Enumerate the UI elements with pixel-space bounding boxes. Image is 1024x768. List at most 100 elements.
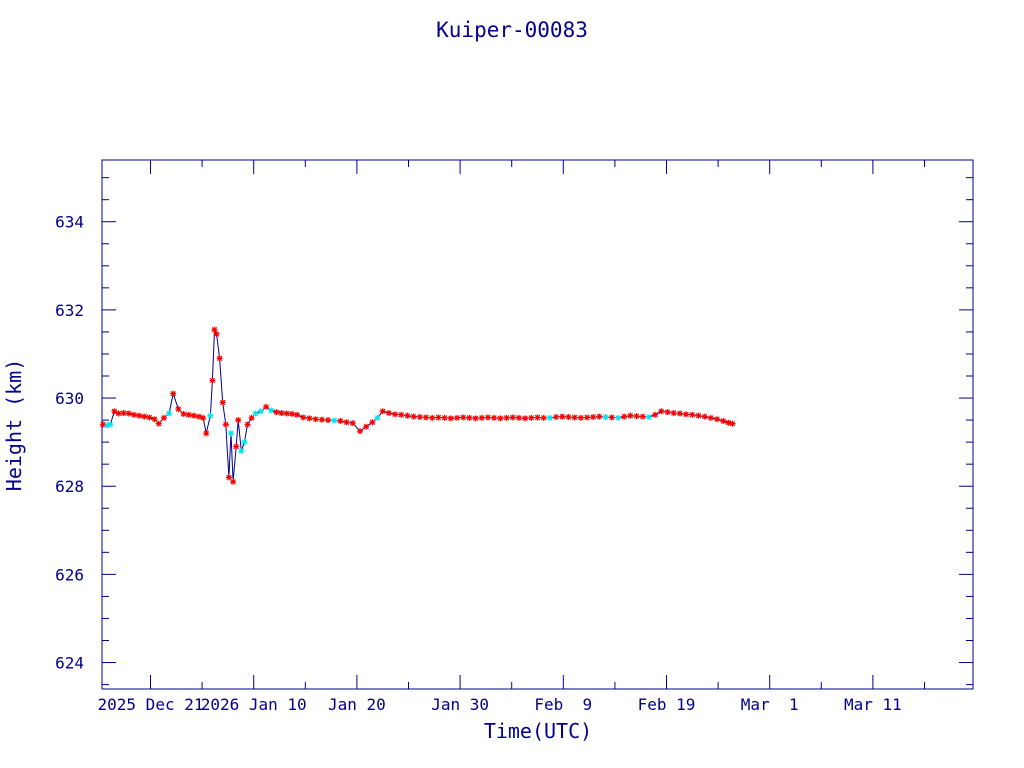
y-tick-label: 634: [55, 213, 84, 232]
data-point: [497, 415, 504, 422]
y-tick-label: 632: [55, 301, 84, 320]
data-point: [312, 416, 319, 423]
y-tick-label: 624: [55, 654, 84, 673]
data-point: [120, 410, 127, 417]
x-axis-label: Time(UTC): [484, 719, 592, 743]
data-point: [447, 415, 454, 422]
data-point: [652, 411, 659, 418]
data-point: [429, 414, 436, 421]
y-tick-label: 630: [55, 389, 84, 408]
data-point: [435, 414, 442, 421]
data-point: [207, 412, 214, 419]
data-point: [522, 415, 529, 422]
x-tick-label: Jan 30: [431, 695, 489, 714]
x-tick-label: 2025 Dec 21: [98, 695, 204, 714]
y-tick-label: 626: [55, 565, 84, 584]
data-point: [238, 447, 245, 454]
data-point: [714, 416, 721, 423]
data-point: [602, 414, 609, 421]
minor-ticks: [102, 160, 973, 689]
plot-frame: [101, 159, 974, 690]
data-point: [252, 410, 259, 417]
data-point: [689, 411, 696, 418]
x-tick-label: Mar 11: [844, 695, 902, 714]
data-point: [454, 414, 461, 421]
data-point: [701, 413, 708, 420]
data-point: [125, 410, 132, 417]
data-point: [565, 414, 572, 421]
x-tick-label: Mar 1: [741, 695, 799, 714]
data-point: [664, 409, 671, 416]
data-point: [306, 415, 313, 422]
data-point: [484, 414, 491, 421]
data-point: [136, 412, 143, 419]
data-point: [180, 410, 187, 417]
chart-title: Kuiper-00083: [436, 18, 588, 42]
data-point: [379, 408, 386, 415]
data-point: [491, 414, 498, 421]
y-axis-label: Height (km): [2, 359, 26, 491]
data-point: [441, 414, 448, 421]
data-point: [356, 428, 363, 435]
data-point: [503, 414, 510, 421]
data-point: [225, 474, 232, 481]
data-point: [190, 412, 197, 419]
data-point: [107, 421, 114, 428]
data-point: [278, 410, 285, 417]
data-point: [230, 478, 237, 485]
data-point: [645, 414, 652, 421]
data-point: [559, 413, 566, 420]
data-point: [509, 414, 516, 421]
data-point: [349, 420, 356, 427]
major-ticks: [102, 160, 973, 689]
data-point: [300, 414, 307, 421]
data-point: [460, 414, 467, 421]
data-point: [577, 414, 584, 421]
data-point: [213, 331, 220, 338]
y-tick-labels: 624 626 628 630 632 634: [55, 213, 84, 673]
data-point: [472, 415, 479, 422]
data-point: [196, 413, 203, 420]
data-point: [288, 410, 295, 417]
data-point: [614, 414, 621, 421]
data-point: [151, 416, 158, 423]
data-markers: [100, 326, 736, 485]
data-point: [478, 414, 485, 421]
data-point: [571, 414, 578, 421]
data-point: [241, 439, 248, 446]
data-point: [209, 377, 216, 384]
data-point: [325, 417, 332, 424]
data-point: [263, 403, 270, 410]
data-point: [273, 409, 280, 416]
data-point: [676, 410, 683, 417]
data-point: [466, 414, 473, 421]
data-point: [369, 419, 376, 426]
data-point: [155, 420, 162, 427]
data-point: [398, 411, 405, 418]
data-point: [540, 414, 547, 421]
data-point: [203, 430, 210, 437]
data-point: [584, 414, 591, 421]
data-point: [385, 410, 392, 417]
data-point: [160, 414, 167, 421]
data-point: [596, 413, 603, 420]
data-point: [111, 408, 118, 415]
data-point: [695, 412, 702, 419]
data-point: [233, 443, 240, 450]
data-point: [670, 410, 677, 417]
data-point: [170, 390, 177, 397]
data-point: [175, 406, 182, 413]
data-point: [337, 417, 344, 424]
data-point: [104, 422, 111, 429]
data-point: [590, 414, 597, 421]
data-point: [146, 414, 153, 421]
x-tick-label: Jan 20: [328, 695, 386, 714]
data-point: [404, 412, 411, 419]
data-point: [363, 423, 370, 430]
data-point: [185, 411, 192, 418]
data-point: [268, 407, 275, 414]
data-point: [720, 417, 727, 424]
data-point: [331, 417, 338, 424]
